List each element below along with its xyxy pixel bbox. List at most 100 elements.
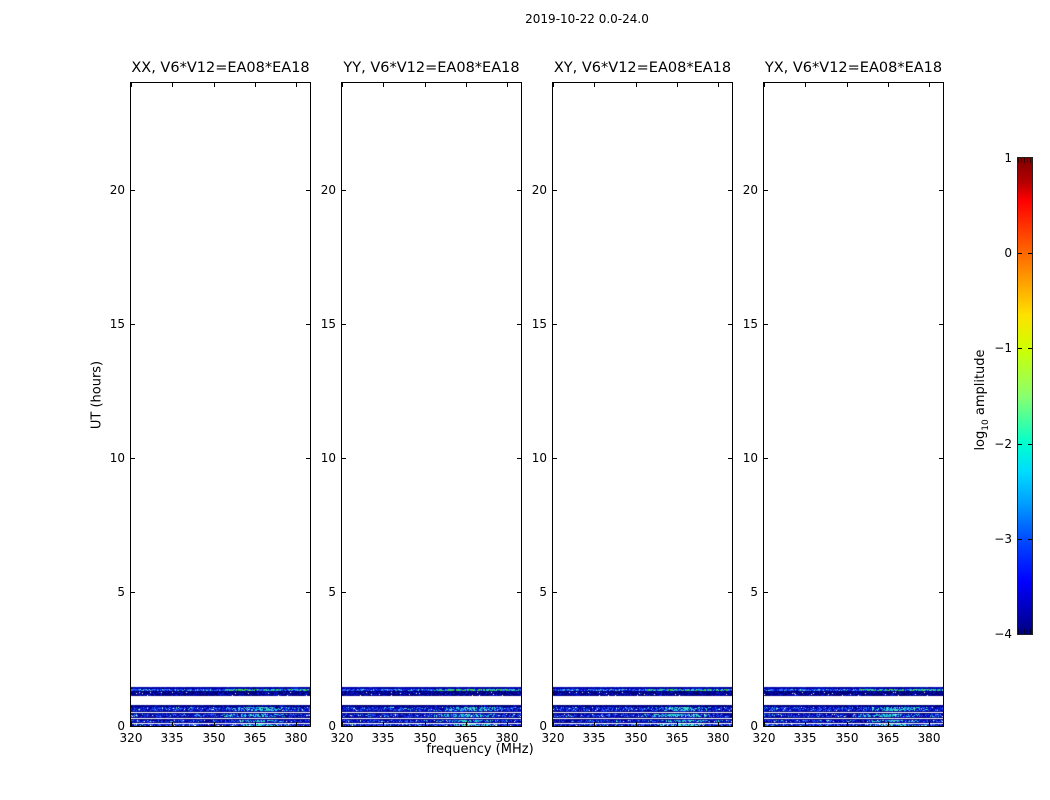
x-tick-label: 320 [330, 731, 354, 745]
x-tick [636, 83, 637, 87]
colorbar-tick [1018, 539, 1022, 540]
y-tick-label: 10 [109, 451, 125, 465]
y-tick-label: 10 [531, 451, 547, 465]
x-tick [718, 722, 719, 726]
x-tick [805, 722, 806, 726]
x-tick [594, 722, 595, 726]
x-tick [255, 722, 256, 726]
y-tick [131, 726, 135, 727]
x-tick [764, 722, 765, 726]
colorbar-tick [1028, 444, 1032, 445]
x-tick-label: 380 [495, 731, 519, 745]
colorbar-tick [1028, 539, 1032, 540]
plot-area-xy [552, 82, 733, 727]
colorbar-gradient [1017, 157, 1033, 635]
y-tick-label: 15 [109, 317, 125, 331]
y-tick-label: 20 [320, 183, 336, 197]
y-tick-label: 20 [742, 183, 758, 197]
y-tick [728, 458, 732, 459]
y-tick [131, 458, 135, 459]
y-tick [728, 726, 732, 727]
x-tick-label: 335 [582, 731, 606, 745]
y-tick [728, 190, 732, 191]
colorbar-tick [1018, 444, 1022, 445]
x-tick [425, 722, 426, 726]
y-tick-label: 5 [328, 585, 336, 599]
y-tick-label: 15 [531, 317, 547, 331]
colorbar-tick-label: −2 [994, 437, 1012, 451]
y-tick-label: 0 [328, 719, 336, 733]
x-tick [929, 83, 930, 87]
x-tick [507, 83, 508, 87]
colorbar: 1 0 −1 −2 −3 −4 [994, 151, 1033, 641]
y-axis-label: UT (hours) [89, 360, 105, 430]
plot-area-yx [763, 82, 944, 727]
x-tick-label: 320 [541, 731, 565, 745]
colorbar-tick-label: 1 [1004, 151, 1012, 165]
y-tick [342, 324, 346, 325]
y-tick-label: 15 [742, 317, 758, 331]
figure-title: 2019-10-22 0.0-24.0 [525, 12, 649, 26]
x-tick [677, 722, 678, 726]
x-tick-label: 380 [706, 731, 730, 745]
panel-xx: XX, V6*V12=EA08*EA18 320 335 350 365 380 0 5 10… [110, 60, 311, 745]
x-tick [594, 83, 595, 87]
x-tick-label: 320 [119, 731, 143, 745]
x-tick [255, 83, 256, 87]
y-tick [728, 592, 732, 593]
x-tick-label: 365 [243, 731, 267, 745]
y-tick-label: 10 [742, 451, 758, 465]
y-tick-label: 0 [539, 719, 547, 733]
y-tick [553, 324, 557, 325]
x-tick [805, 83, 806, 87]
x-tick-label: 350 [413, 731, 437, 745]
colorbar-comb-bottom [1018, 629, 1032, 634]
x-tick [425, 83, 426, 87]
colorbar-comb-top [1018, 158, 1032, 163]
x-tick [214, 722, 215, 726]
x-tick [383, 722, 384, 726]
y-tick [306, 726, 310, 727]
y-tick-label: 0 [750, 719, 758, 733]
x-tick [466, 722, 467, 726]
y-tick [517, 458, 521, 459]
y-tick [306, 592, 310, 593]
x-tick [296, 83, 297, 87]
x-tick [847, 83, 848, 87]
x-tick [466, 83, 467, 87]
x-tick-label: 365 [454, 731, 478, 745]
panel-title-xy: XY, V6*V12=EA08*EA18 [553, 60, 732, 76]
y-tick [517, 190, 521, 191]
panel-yy: YY, V6*V12=EA08*EA18 320 335 350 365 380 0 5 10… [321, 60, 522, 745]
spectrogram-canvas-xy [553, 83, 732, 726]
x-tick [214, 83, 215, 87]
x-tick-label: 350 [202, 731, 226, 745]
x-tick-label: 350 [624, 731, 648, 745]
y-tick [553, 458, 557, 459]
x-tick [342, 722, 343, 726]
y-tick [553, 726, 557, 727]
x-tick [172, 83, 173, 87]
y-tick [764, 190, 768, 191]
y-tick [939, 324, 943, 325]
colorbar-tick-label: 0 [1004, 246, 1012, 260]
colorbar-tick [1018, 348, 1022, 349]
panel-title-yx: YX, V6*V12=EA08*EA18 [764, 60, 943, 76]
spectrogram-canvas-yy [342, 83, 521, 726]
y-tick [939, 726, 943, 727]
x-tick [847, 722, 848, 726]
y-tick-label: 20 [109, 183, 125, 197]
y-tick [131, 592, 135, 593]
x-tick-label: 335 [371, 731, 395, 745]
colorbar-tick-label: −3 [994, 532, 1012, 546]
x-tick-label: 350 [835, 731, 859, 745]
x-tick [718, 83, 719, 87]
x-tick-label: 380 [917, 731, 941, 745]
panel-xy: XY, V6*V12=EA08*EA18 320 335 350 365 380 0 5 10… [532, 60, 733, 745]
y-tick [342, 458, 346, 459]
y-tick [764, 458, 768, 459]
colorbar-tick [1018, 253, 1022, 254]
y-tick [939, 458, 943, 459]
plot-area-xx [130, 82, 311, 727]
